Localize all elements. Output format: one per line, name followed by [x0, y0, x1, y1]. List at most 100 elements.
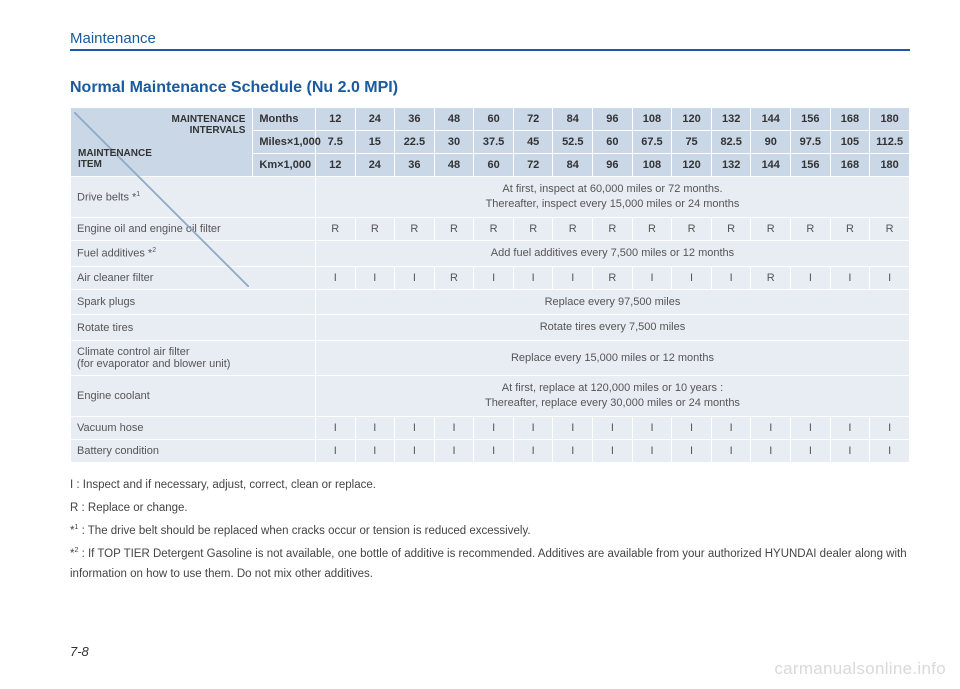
- item-span-note: At first, inspect at 60,000 miles or 72 …: [315, 177, 909, 218]
- interval-value: 120: [672, 154, 712, 177]
- item-value: I: [791, 266, 831, 289]
- item-value: I: [632, 439, 672, 462]
- interval-value: 144: [751, 108, 791, 131]
- item-value: I: [711, 416, 751, 439]
- interval-value: 168: [830, 108, 870, 131]
- interval-value: 96: [593, 108, 633, 131]
- interval-value: 67.5: [632, 131, 672, 154]
- item-value: I: [474, 416, 514, 439]
- item-value: R: [870, 217, 910, 240]
- interval-unit-label: Km×1,000: [253, 154, 316, 177]
- interval-value: 96: [593, 154, 633, 177]
- interval-value: 97.5: [791, 131, 831, 154]
- item-value: R: [751, 266, 791, 289]
- item-value: I: [870, 416, 910, 439]
- interval-value: 72: [513, 108, 553, 131]
- item-value: I: [553, 416, 593, 439]
- interval-value: 180: [870, 154, 910, 177]
- item-value: R: [632, 217, 672, 240]
- item-value: I: [751, 439, 791, 462]
- interval-value: 36: [395, 154, 435, 177]
- item-value: I: [434, 416, 474, 439]
- item-value: I: [830, 266, 870, 289]
- corner-item-label: MAINTENANCEITEM: [78, 148, 152, 170]
- interval-value: 15: [355, 131, 395, 154]
- item-value: I: [315, 266, 355, 289]
- interval-value: 22.5: [395, 131, 435, 154]
- item-value: R: [395, 217, 435, 240]
- item-span-note: Replace every 15,000 miles or 12 months: [315, 341, 909, 376]
- interval-value: 52.5: [553, 131, 593, 154]
- item-span-note: Add fuel additives every 7,500 miles or …: [315, 240, 909, 266]
- interval-value: 30: [434, 131, 474, 154]
- item-span-note: Rotate tires every 7,500 miles: [315, 315, 909, 341]
- item-value: R: [315, 217, 355, 240]
- legend-r: R : Replace or change.: [70, 498, 910, 518]
- item-value: I: [672, 266, 712, 289]
- item-value: I: [513, 266, 553, 289]
- item-value: I: [474, 266, 514, 289]
- item-value: I: [632, 416, 672, 439]
- interval-value: 60: [593, 131, 633, 154]
- item-value: I: [395, 266, 435, 289]
- item-value: R: [751, 217, 791, 240]
- item-value: R: [711, 217, 751, 240]
- interval-value: 75: [672, 131, 712, 154]
- item-value: I: [870, 266, 910, 289]
- interval-value: 12: [315, 108, 355, 131]
- interval-value: 156: [791, 108, 831, 131]
- interval-value: 37.5: [474, 131, 514, 154]
- item-value: I: [355, 266, 395, 289]
- item-value: I: [553, 266, 593, 289]
- watermark: carmanualsonline.info: [774, 659, 946, 679]
- interval-value: 112.5: [870, 131, 910, 154]
- item-value: R: [672, 217, 712, 240]
- interval-value: 60: [474, 108, 514, 131]
- item-value: I: [315, 416, 355, 439]
- section-header: Maintenance: [70, 30, 910, 51]
- interval-value: 90: [751, 131, 791, 154]
- item-value: I: [355, 439, 395, 462]
- item-value: I: [434, 439, 474, 462]
- item-label: Vacuum hose: [71, 416, 316, 439]
- item-value: R: [355, 217, 395, 240]
- interval-value: 72: [513, 154, 553, 177]
- interval-value: 60: [474, 154, 514, 177]
- item-value: I: [870, 439, 910, 462]
- interval-value: 48: [434, 154, 474, 177]
- legend-notes: I : Inspect and if necessary, adjust, co…: [70, 475, 910, 585]
- maintenance-table: MAINTENANCEINTERVALSMAINTENANCEITEMMonth…: [70, 107, 910, 463]
- item-value: R: [791, 217, 831, 240]
- footnote-2: *2 : If TOP TIER Detergent Gasoline is n…: [70, 544, 910, 584]
- interval-value: 82.5: [711, 131, 751, 154]
- interval-value: 36: [395, 108, 435, 131]
- interval-value: 132: [711, 108, 751, 131]
- interval-unit-label: Miles×1,000: [253, 131, 316, 154]
- footnote-1: *1 : The drive belt should be replaced w…: [70, 521, 910, 541]
- item-label: Spark plugs: [71, 289, 316, 315]
- interval-value: 144: [751, 154, 791, 177]
- corner-intervals-label: MAINTENANCEINTERVALS: [172, 114, 246, 136]
- item-value: I: [830, 416, 870, 439]
- item-value: I: [395, 416, 435, 439]
- item-value: I: [711, 439, 751, 462]
- interval-value: 168: [830, 154, 870, 177]
- item-value: I: [553, 439, 593, 462]
- page-title: Normal Maintenance Schedule (Nu 2.0 MPI): [70, 79, 910, 97]
- item-label: Engine coolant: [71, 376, 316, 417]
- header-corner-cell: MAINTENANCEINTERVALS MAINTENANCEITEM: [71, 108, 253, 177]
- item-value: I: [632, 266, 672, 289]
- item-value: I: [672, 439, 712, 462]
- item-value: R: [593, 266, 633, 289]
- item-value: R: [434, 217, 474, 240]
- interval-value: 84: [553, 154, 593, 177]
- interval-value: 132: [711, 154, 751, 177]
- interval-value: 7.5: [315, 131, 355, 154]
- item-value: I: [355, 416, 395, 439]
- item-value: I: [711, 266, 751, 289]
- item-span-note: Replace every 97,500 miles: [315, 289, 909, 315]
- item-span-note: At first, replace at 120,000 miles or 10…: [315, 376, 909, 417]
- item-value: R: [434, 266, 474, 289]
- interval-value: 45: [513, 131, 553, 154]
- item-value: I: [513, 416, 553, 439]
